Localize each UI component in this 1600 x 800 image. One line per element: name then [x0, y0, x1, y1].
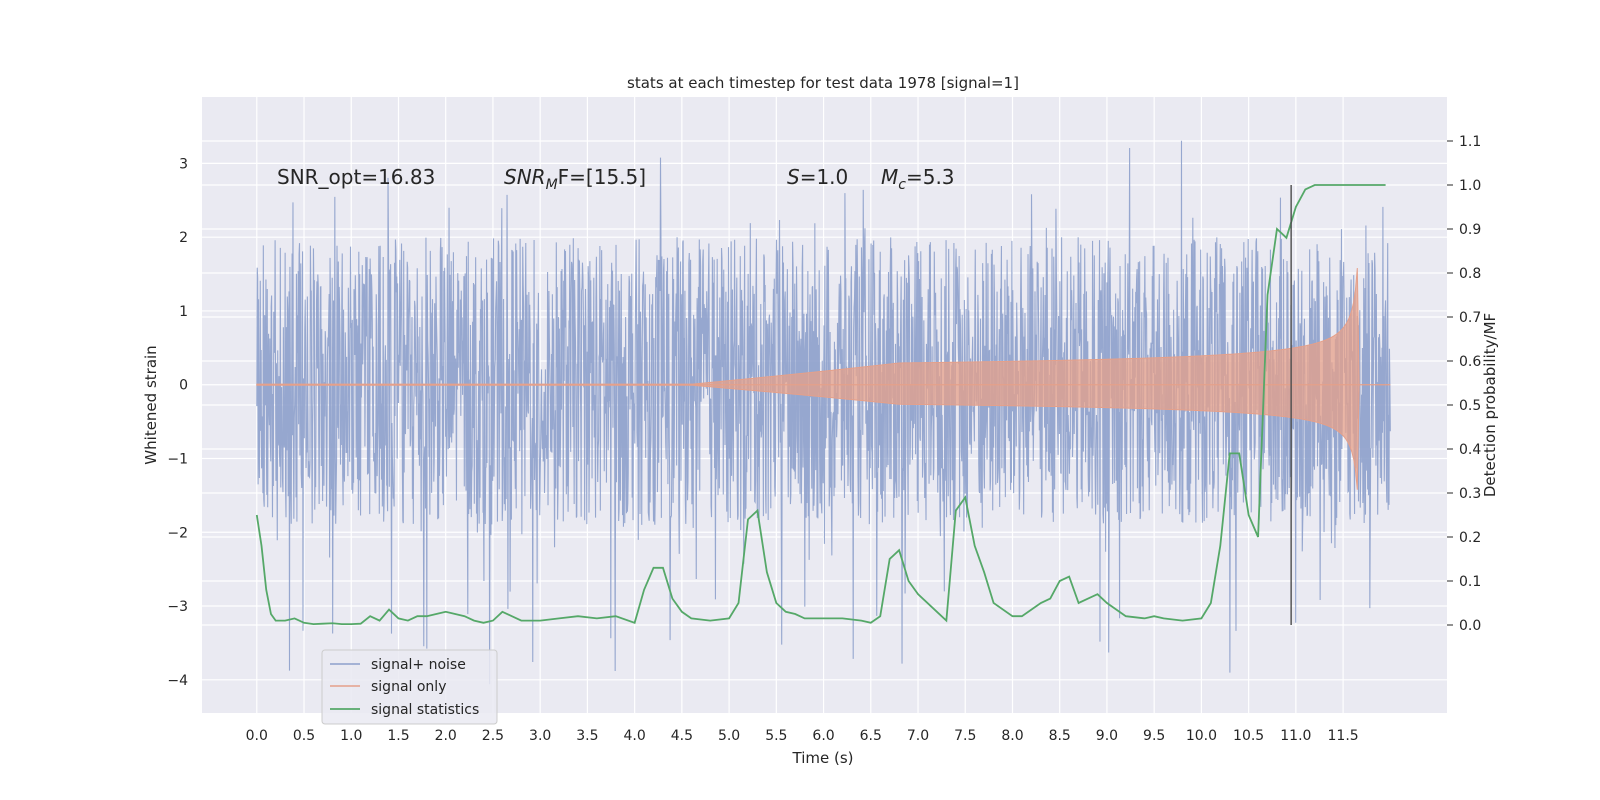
right-tick-label: 0.8	[1459, 266, 1481, 282]
right-tick-label: 0.9	[1459, 222, 1481, 238]
snr-opt-annotation: SNR_opt=16.83	[277, 165, 435, 189]
x-tick-label: 5.5	[765, 728, 787, 744]
y-tick-label: 0	[179, 378, 188, 394]
legend-label-signal-statistics: signal statistics	[371, 702, 479, 718]
x-axis-label: Time (s)	[792, 749, 854, 767]
y-tick-label: −2	[167, 525, 188, 541]
mc-annotation: Mc=5.3	[881, 165, 955, 193]
right-axis-ticks: 1.1 1.0 0.9 0.8 0.7 0.6 0.5 0.4 0.3 0.2 0.1 0.0	[1447, 134, 1481, 634]
legend: signal+ noise signal only signal statist…	[321, 649, 498, 725]
x-tick-label: 10.5	[1233, 728, 1264, 744]
y-tick-label: 1	[179, 304, 188, 320]
plot-area	[255, 140, 1391, 685]
x-tick-label: 9.5	[1143, 728, 1165, 744]
x-tick-label: 3.0	[529, 728, 551, 744]
chart-title: stats at each timestep for test data 197…	[627, 74, 1019, 92]
y-tick-label: −4	[167, 673, 188, 689]
legend-label-signal-only: signal only	[371, 679, 446, 695]
right-tick-label: 0.2	[1459, 530, 1481, 546]
x-tick-label: 5.0	[718, 728, 740, 744]
x-tick-label: 7.5	[954, 728, 976, 744]
right-axis-label: Detection probability/MF	[1481, 313, 1499, 497]
x-tick-label: 1.0	[340, 728, 362, 744]
x-tick-label: 3.5	[576, 728, 598, 744]
x-tick-label: 11.5	[1328, 728, 1359, 744]
right-tick-label: 0.5	[1459, 398, 1481, 414]
right-tick-label: 0.4	[1459, 442, 1481, 458]
y-tick-label: −1	[167, 451, 188, 467]
legend-label-signal-noise: signal+ noise	[371, 657, 466, 673]
x-tick-label: 8.0	[1001, 728, 1023, 744]
y-tick-label: 2	[179, 230, 188, 246]
x-tick-label: 4.5	[671, 728, 693, 744]
x-tick-label: 0.5	[293, 728, 315, 744]
y-axis-label: Whitened strain	[142, 345, 160, 464]
x-tick-label: 4.0	[623, 728, 645, 744]
right-tick-label: 0.7	[1459, 310, 1481, 326]
signal-statistics-line	[255, 184, 1386, 626]
right-tick-label: 0.3	[1459, 486, 1481, 502]
x-tick-label: 6.5	[860, 728, 882, 744]
signal-statistics-series	[255, 184, 1386, 626]
y-tick-label: −3	[167, 599, 188, 615]
x-tick-label: 2.5	[482, 728, 504, 744]
right-tick-label: 0.1	[1459, 574, 1481, 590]
x-tick-label: 1.5	[387, 728, 409, 744]
signal-only-series	[256, 267, 1391, 490]
right-tick-label: 0.6	[1459, 354, 1481, 370]
x-tick-label: 9.0	[1096, 728, 1118, 744]
x-axis-ticks: 0.0 0.5 1.0 1.5 2.0 2.5 3.0 3.5 4.0 4.5 5.0 5.5 6.0 6…	[246, 728, 1359, 744]
x-tick-label: 0.0	[246, 728, 268, 744]
y-tick-label: 3	[179, 156, 188, 172]
x-tick-label: 10.0	[1186, 728, 1217, 744]
legend-box	[321, 649, 498, 725]
y-axis-ticks: 3 2 1 0 −1 −2 −3 −4	[167, 156, 188, 688]
right-tick-label: 1.1	[1459, 134, 1481, 150]
x-tick-label: 6.0	[812, 728, 834, 744]
x-tick-label: 7.0	[907, 728, 929, 744]
right-tick-label: 1.0	[1459, 178, 1481, 194]
x-tick-label: 8.5	[1049, 728, 1071, 744]
x-tick-label: 11.0	[1280, 728, 1311, 744]
snr-mf-annotation: SNRMF=[15.5]	[504, 165, 646, 193]
x-tick-label: 2.0	[435, 728, 457, 744]
right-tick-label: 0.0	[1459, 618, 1481, 634]
s-annotation: S=1.0	[787, 165, 848, 189]
